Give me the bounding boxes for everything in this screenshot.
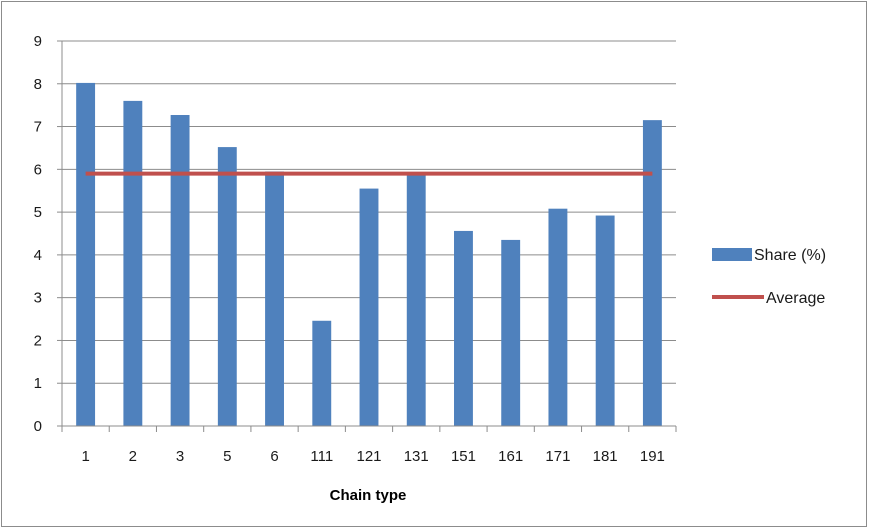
bar-151 bbox=[454, 230, 473, 426]
x-tick-label-191: 191 bbox=[640, 448, 665, 465]
y-tick-label-1: 1 bbox=[34, 375, 42, 392]
bar-5 bbox=[217, 147, 237, 427]
x-tick-label-6: 6 bbox=[270, 448, 278, 465]
x-tick-label-111: 111 bbox=[310, 448, 333, 465]
y-tick-label-9: 9 bbox=[34, 33, 42, 50]
bar-161 bbox=[501, 239, 521, 426]
x-tick-label-171: 171 bbox=[545, 448, 570, 465]
x-tick-label-181: 181 bbox=[593, 448, 618, 465]
x-tick-label-151: 151 bbox=[451, 448, 476, 465]
y-tick-label-3: 3 bbox=[34, 290, 42, 307]
y-tick-label-8: 8 bbox=[34, 76, 42, 93]
x-tick-label-3: 3 bbox=[176, 448, 184, 465]
x-tick-label-131: 131 bbox=[404, 448, 429, 465]
legend-swatch-share bbox=[712, 248, 752, 261]
bar-191 bbox=[642, 120, 662, 426]
bar-6 bbox=[265, 171, 284, 426]
x-tick-label-2: 2 bbox=[129, 448, 137, 465]
bar-2 bbox=[123, 100, 143, 426]
y-tick-label-4: 4 bbox=[34, 247, 42, 264]
x-axis-title: Chain type bbox=[330, 487, 407, 504]
x-tick-label-121: 121 bbox=[356, 448, 381, 465]
gridlines bbox=[62, 40, 676, 384]
y-tick-label-7: 7 bbox=[34, 119, 42, 136]
bar-series bbox=[76, 82, 662, 427]
bar-3 bbox=[170, 115, 190, 426]
bar-121 bbox=[359, 188, 379, 426]
x-tick-label-161: 161 bbox=[498, 448, 523, 465]
y-tick-label-6: 6 bbox=[34, 161, 42, 178]
y-tick-label-0: 0 bbox=[34, 418, 42, 435]
bar-131 bbox=[406, 173, 426, 426]
y-tick-label-5: 5 bbox=[34, 204, 42, 221]
x-tick-label-5: 5 bbox=[223, 448, 231, 465]
legend-label-average: Average bbox=[766, 290, 825, 307]
legend-label-share: Share (%) bbox=[754, 247, 826, 264]
bar-181 bbox=[595, 215, 615, 426]
bar-111 bbox=[312, 320, 332, 426]
legend: Share (%) Average bbox=[712, 247, 826, 307]
bar-1 bbox=[76, 82, 96, 426]
x-tick-label-1: 1 bbox=[81, 448, 89, 465]
bar-171 bbox=[548, 208, 568, 426]
tick-labels: 0 1 2 3 4 5 6 7 8 9 1 2 3 5 6 111 121 131 151 161 171 181 191 bbox=[34, 33, 665, 465]
axes bbox=[57, 40, 677, 432]
y-tick-label-2: 2 bbox=[34, 332, 42, 349]
